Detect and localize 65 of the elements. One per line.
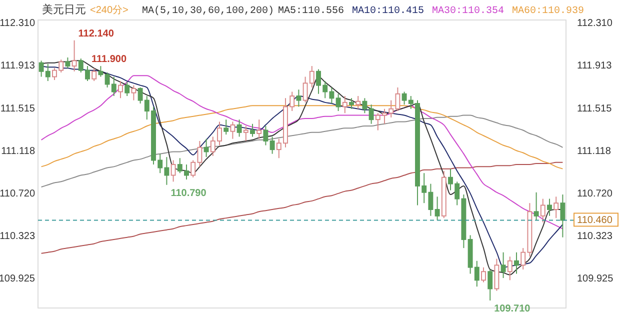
candlestick <box>514 252 519 274</box>
candlestick <box>336 93 341 112</box>
candlestick <box>170 160 176 182</box>
candlestick <box>488 268 493 302</box>
candlestick <box>236 119 242 138</box>
line-series <box>40 75 564 230</box>
candlestick <box>342 96 348 114</box>
annotation: 112.140 <box>78 28 114 40</box>
y-tick-label: 109.925 <box>0 273 36 284</box>
text: MA30:110.354 <box>432 6 504 17</box>
candlestick <box>224 119 229 136</box>
y-tick-label: 111.515 <box>0 103 36 114</box>
candlestick <box>243 125 248 142</box>
candlestick <box>500 252 506 279</box>
candlestick <box>540 198 546 223</box>
y2-tick-label: 111.515 <box>577 103 612 114</box>
y2-tick-label: 110.720 <box>577 188 613 200</box>
y-tick-label: 111.118 <box>1 146 36 157</box>
candlestick <box>534 192 539 221</box>
candlestick <box>124 82 130 97</box>
candlestick <box>560 194 566 238</box>
annotation: 109.710 <box>494 304 531 315</box>
candlestick <box>204 138 209 158</box>
y2-tick-label: 112.310 <box>577 18 613 30</box>
y-tick-label: 111.913 <box>0 60 36 72</box>
chart-title: 美元日元 <box>42 3 86 16</box>
candlestick <box>270 136 275 154</box>
candlestick <box>362 98 368 114</box>
candlestick <box>256 119 262 140</box>
candlestick <box>98 66 104 78</box>
candlestick <box>230 121 236 140</box>
candlestick <box>368 104 374 124</box>
candlestick <box>72 40 77 72</box>
candlestick <box>92 68 97 82</box>
text: MA60:110.939 <box>512 6 584 17</box>
y2-tick-label: 110.323 <box>577 230 613 242</box>
candlestick <box>494 258 500 292</box>
line-series <box>40 114 564 188</box>
annotation: 111.900 <box>92 54 127 66</box>
candlestick <box>481 266 486 283</box>
ref-line-label: 110.460 <box>577 215 613 226</box>
y-tick-label: 110.323 <box>0 230 36 242</box>
y-tick-label: 112.310 <box>0 18 36 30</box>
annotation: 110.790 <box>170 188 207 199</box>
text: MA5:110.556 <box>278 6 344 17</box>
y-tick-label: 110.720 <box>0 188 36 200</box>
candlestick <box>356 96 361 110</box>
line-series <box>40 162 564 254</box>
candlestick <box>547 198 552 216</box>
candlestick <box>349 98 354 110</box>
y2-tick-label: 111.118 <box>577 146 612 157</box>
candlestick <box>434 196 440 221</box>
candlestick <box>250 123 255 138</box>
candlestick <box>118 80 123 99</box>
candlestick <box>263 125 268 146</box>
candlestick <box>554 196 559 219</box>
chart-subtitle: <240分> <box>90 4 129 16</box>
candlestick <box>507 256 512 281</box>
y2-tick-label: 109.925 <box>577 273 614 284</box>
text: MA10:110.415 <box>352 6 424 17</box>
candlestick <box>131 84 136 101</box>
candlestick <box>296 89 302 108</box>
y2-tick-label: 111.913 <box>577 60 612 72</box>
text: MA(5,10,30,60,100,200) <box>142 5 274 17</box>
candlestick <box>65 56 70 69</box>
